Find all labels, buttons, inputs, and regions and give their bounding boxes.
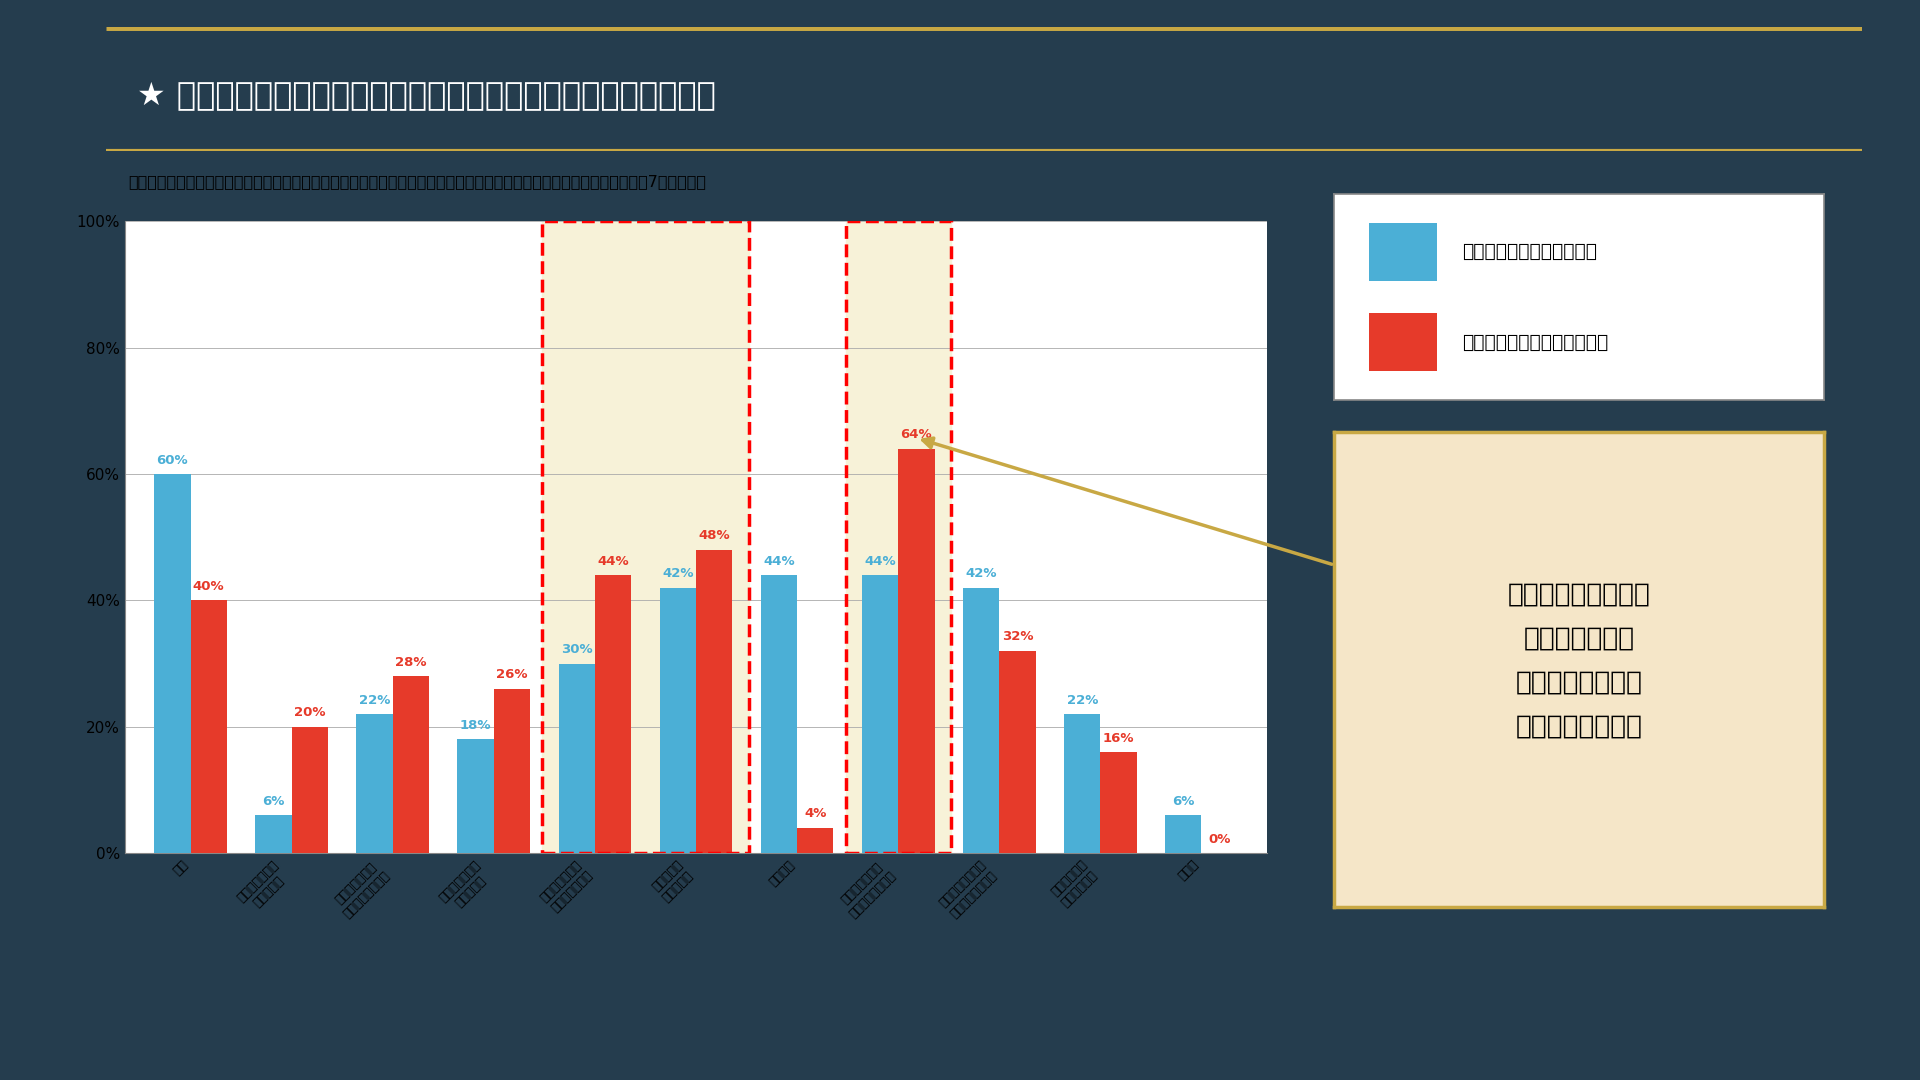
Bar	[643, 221, 749, 853]
Bar	[595, 576, 632, 853]
Text: 42%: 42%	[966, 567, 996, 580]
Text: ★ 実際の利用状況と利用意向における差から推察される市場傾向: ★ 実際の利用状況と利用意向における差から推察される市場傾向	[136, 80, 716, 111]
Bar	[695, 550, 732, 853]
Text: 42%: 42%	[662, 567, 693, 580]
Bar	[660, 588, 695, 853]
Bar	[1165, 815, 1202, 853]
Text: 28%: 28%	[396, 656, 426, 669]
Bar	[493, 689, 530, 853]
Bar	[845, 221, 950, 853]
Bar	[760, 576, 797, 853]
Bar	[541, 221, 749, 853]
Bar	[964, 588, 998, 853]
Bar	[1064, 714, 1100, 853]
Text: 40%: 40%	[192, 580, 225, 593]
Bar	[899, 449, 935, 853]
Text: 20%: 20%	[294, 706, 326, 719]
Text: 64%: 64%	[900, 429, 933, 442]
Text: 0%: 0%	[1208, 833, 1231, 846]
Bar	[457, 740, 493, 853]
Bar	[394, 676, 428, 853]
Text: 44%: 44%	[597, 555, 630, 568]
Text: 60%: 60%	[157, 454, 188, 467]
Text: 18%: 18%	[461, 719, 492, 732]
Text: 4%: 4%	[804, 808, 826, 821]
Bar	[357, 714, 394, 853]
Bar	[541, 221, 647, 853]
Text: 26%: 26%	[495, 669, 528, 681]
Text: 22%: 22%	[1066, 693, 1098, 706]
FancyBboxPatch shape	[1369, 313, 1438, 370]
Text: 6%: 6%	[263, 795, 284, 808]
Bar	[255, 815, 292, 853]
Text: 44%: 44%	[864, 555, 897, 568]
Bar	[998, 651, 1035, 853]
Text: 「西巣鴨周辺地域の方で、子育て支援サービスまたは親・友人などにお子さんを預けた経験があり、サービス対象となる7歳以下のお: 「西巣鴨周辺地域の方で、子育て支援サービスまたは親・友人などにお子さんを預けた経…	[129, 175, 707, 189]
Text: 子さんがいる（または現在妊娠中）、かつおうち保育園すがも一時保育室の利用ニーズがある」50件の回答内訳: 子さんがいる（または現在妊娠中）、かつおうち保育園すがも一時保育室の利用ニーズが…	[129, 233, 620, 248]
Bar	[559, 663, 595, 853]
Text: 22%: 22%	[359, 693, 390, 706]
Text: 『自分』のためにも
利用したいが、
利用しにくい状況
が現状あると推察: 『自分』のためにも 利用したいが、 利用しにくい状況 が現状あると推察	[1507, 581, 1651, 739]
Text: 30%: 30%	[561, 643, 593, 656]
Text: 44%: 44%	[762, 555, 795, 568]
Text: 48%: 48%	[699, 529, 730, 542]
Bar	[862, 576, 899, 853]
Text: 32%: 32%	[1002, 631, 1033, 644]
Bar	[797, 828, 833, 853]
Bar	[154, 474, 190, 853]
Text: 16%: 16%	[1102, 731, 1135, 744]
Text: すがも園で預かってほしい時: すがも園で預かってほしい時	[1461, 333, 1607, 352]
Text: 6%: 6%	[1171, 795, 1194, 808]
Text: 過去に預かって貰った理由: 過去に預かって貰った理由	[1461, 242, 1597, 261]
Bar	[190, 600, 227, 853]
Bar	[845, 221, 950, 853]
Bar	[1100, 752, 1137, 853]
FancyBboxPatch shape	[1369, 224, 1438, 281]
Bar	[292, 727, 328, 853]
